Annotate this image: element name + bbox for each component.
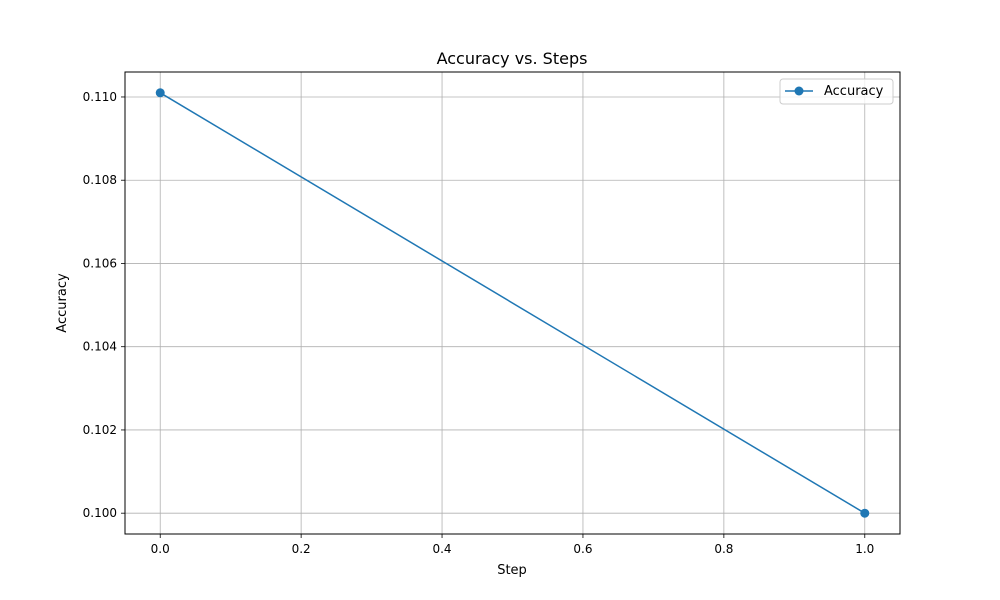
plot-area-frame xyxy=(124,71,901,535)
legend-marker-swatch xyxy=(794,86,804,96)
x-tick-label: 1.0 xyxy=(855,542,874,556)
y-axis-label: Accuracy xyxy=(55,273,70,333)
legend-entry-accuracy: Accuracy xyxy=(824,84,884,99)
grid-lines xyxy=(125,72,900,534)
x-tick-label: 0.4 xyxy=(432,542,451,556)
axis-ticks: 0.0 0.2 0.4 0.6 0.8 1.0 0.100 0.102 0.104 0.106 0.… xyxy=(83,90,875,556)
y-tick-label: 0.110 xyxy=(83,90,117,104)
y-tick-label: 0.100 xyxy=(83,506,117,520)
x-tick-label: 0.6 xyxy=(573,542,592,556)
legend: Accuracy xyxy=(779,78,894,105)
chart-title: Accuracy vs. Steps xyxy=(437,49,588,68)
x-tick-label: 0.2 xyxy=(292,542,311,556)
x-tick-label: 0.8 xyxy=(714,542,733,556)
series-line-accuracy xyxy=(159,92,866,514)
x-axis-label: Step xyxy=(497,563,527,578)
y-tick-label: 0.108 xyxy=(83,173,117,187)
data-point-accuracy xyxy=(860,508,870,518)
y-tick-label: 0.106 xyxy=(83,256,117,270)
data-point-accuracy xyxy=(155,88,165,98)
legend-box xyxy=(779,78,894,105)
y-tick-label: 0.104 xyxy=(83,340,117,354)
x-tick-label: 0.0 xyxy=(151,542,170,556)
y-tick-label: 0.102 xyxy=(83,423,117,437)
series-layer xyxy=(155,88,870,518)
